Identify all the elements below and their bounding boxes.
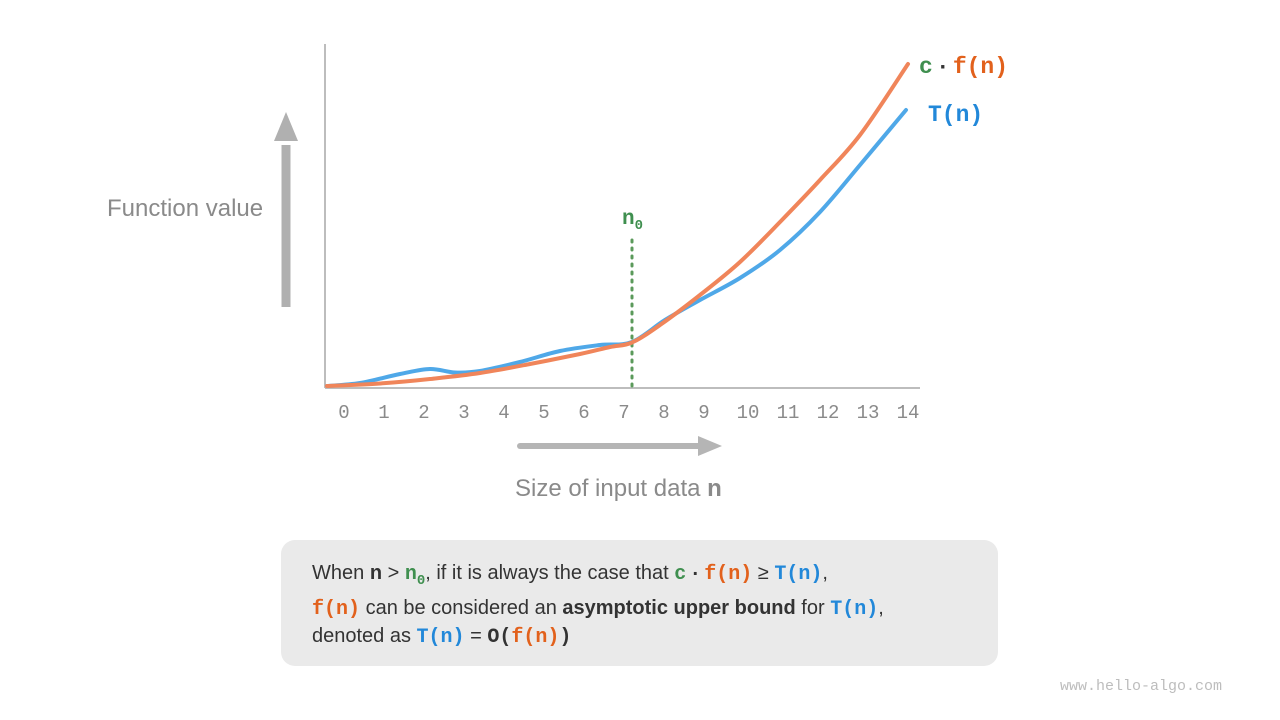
svg-text:5: 5 — [538, 402, 549, 424]
svg-text:7: 7 — [618, 402, 629, 424]
svg-text:8: 8 — [658, 402, 669, 424]
svg-text:10: 10 — [737, 402, 760, 424]
svg-text:13: 13 — [857, 402, 880, 424]
svg-text:12: 12 — [817, 402, 840, 424]
svg-text:1: 1 — [378, 402, 389, 424]
svg-text:0: 0 — [338, 402, 349, 424]
svg-text:4: 4 — [498, 402, 509, 424]
svg-text:2: 2 — [418, 402, 429, 424]
svg-text:6: 6 — [578, 402, 589, 424]
svg-text:11: 11 — [777, 402, 800, 424]
svg-text:9: 9 — [698, 402, 709, 424]
svg-text:3: 3 — [458, 402, 469, 424]
svg-text:14: 14 — [897, 402, 920, 424]
